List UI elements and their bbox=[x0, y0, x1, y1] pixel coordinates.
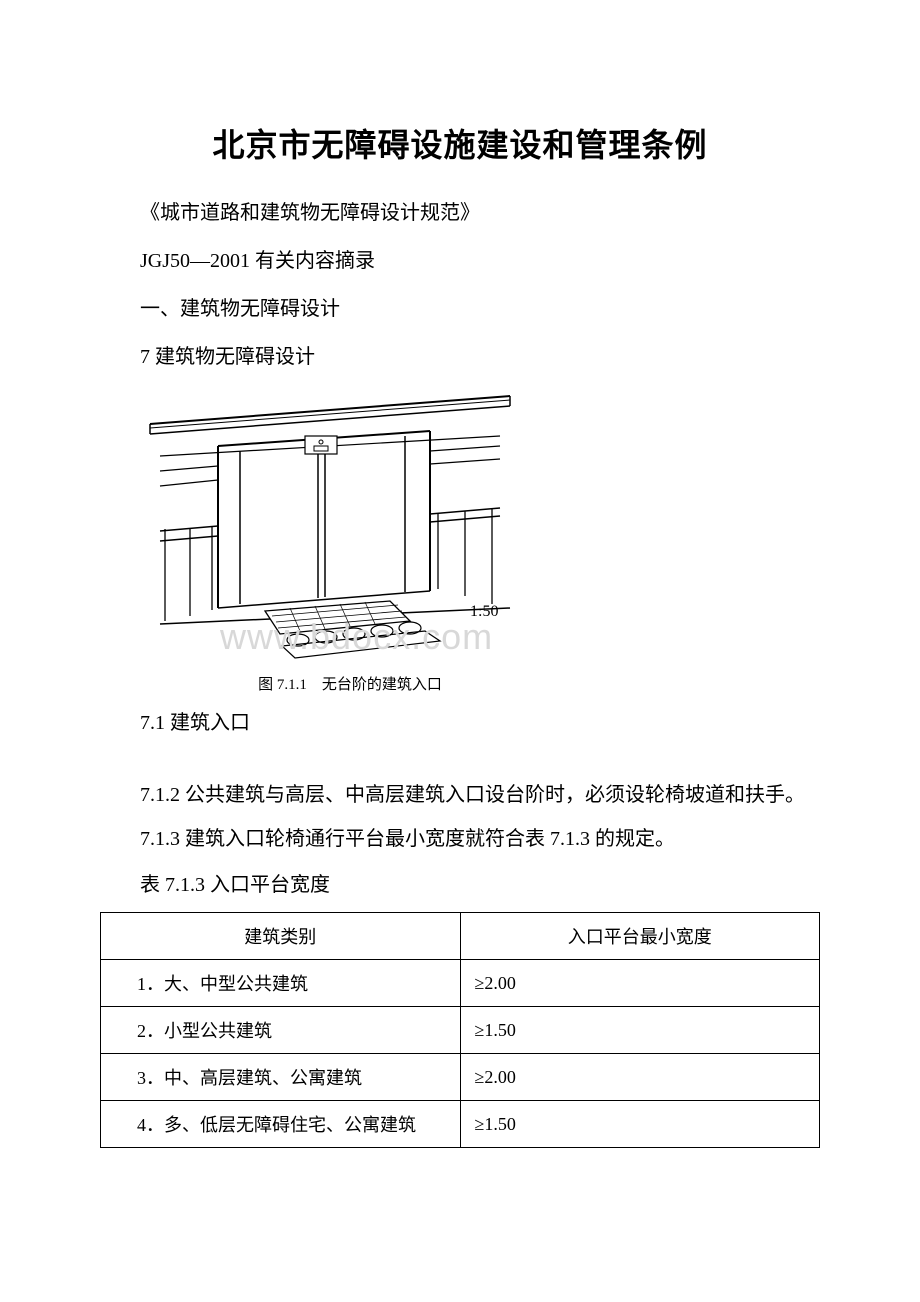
para-7-1-2: 7.1.2 公共建筑与高层、中高层建筑入口设台阶时，必须设轮椅坡道和扶手。 bbox=[100, 776, 820, 814]
table-row: 3．中、高层建筑、公寓建筑 ≥2.00 bbox=[101, 1054, 820, 1101]
table-header-row: 建筑类别 入口平台最小宽度 bbox=[101, 913, 820, 960]
para-7-1-3: 7.1.3 建筑入口轮椅通行平台最小宽度就符合表 7.1.3 的规定。 bbox=[100, 820, 820, 858]
heading-2: 7 建筑物无障碍设计 bbox=[100, 338, 820, 376]
building-entrance-svg: meta 1:50 bbox=[140, 386, 560, 666]
figure-ratio-label: 1:50 bbox=[470, 603, 498, 620]
table-7-1-3: 建筑类别 入口平台最小宽度 1．大、中型公共建筑 ≥2.00 2．小型公共建筑 … bbox=[100, 912, 820, 1148]
table-cell-type: 1．大、中型公共建筑 bbox=[101, 960, 461, 1007]
table-header-type: 建筑类别 bbox=[101, 913, 461, 960]
table-row: 1．大、中型公共建筑 ≥2.00 bbox=[101, 960, 820, 1007]
subtitle-2: JGJ50—2001 有关内容摘录 bbox=[100, 242, 820, 280]
table-cell-width: ≥2.00 bbox=[460, 960, 820, 1007]
figure-7-1-1: meta 1:50 www.bdocx.com 图 7.1.1 无台阶的建筑入口 bbox=[140, 386, 560, 694]
table-cell-type: 2．小型公共建筑 bbox=[101, 1007, 461, 1054]
table-cell-width: ≥1.50 bbox=[460, 1007, 820, 1054]
table-cell-type: 3．中、高层建筑、公寓建筑 bbox=[101, 1054, 461, 1101]
heading-1: 一、建筑物无障碍设计 bbox=[100, 290, 820, 328]
subtitle-1: 《城市道路和建筑物无障碍设计规范》 bbox=[100, 194, 820, 232]
table-row: 2．小型公共建筑 ≥1.50 bbox=[101, 1007, 820, 1054]
table-cell-width: ≥2.00 bbox=[460, 1054, 820, 1101]
table-title: 表 7.1.3 入口平台宽度 bbox=[100, 866, 820, 904]
document-title: 北京市无障碍设施建设和管理条例 bbox=[100, 120, 820, 166]
table-cell-width: ≥1.50 bbox=[460, 1101, 820, 1148]
section-7-1: 7.1 建筑入口 bbox=[100, 704, 820, 742]
figure-caption: 图 7.1.1 无台阶的建筑入口 bbox=[140, 673, 560, 694]
table-row: 4．多、低层无障碍住宅、公寓建筑 ≥1.50 bbox=[101, 1101, 820, 1148]
table-header-width: 入口平台最小宽度 bbox=[460, 913, 820, 960]
table-cell-type: 4．多、低层无障碍住宅、公寓建筑 bbox=[101, 1101, 461, 1148]
